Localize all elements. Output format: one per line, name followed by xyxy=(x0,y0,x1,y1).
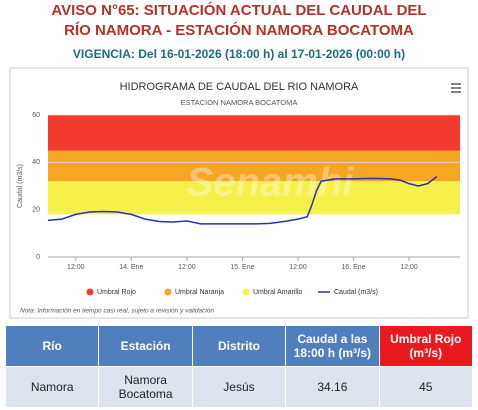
legend-marker xyxy=(242,288,250,296)
x-tick-label: 12:00 xyxy=(67,264,85,271)
bulletin-chart: AVISO N°65: SITUACIÓN ACTUAL DEL CAUDAL … xyxy=(9,1,469,319)
menu-icon[interactable] xyxy=(451,83,461,93)
summary-table: Río Estación Distrito Caudal a las 18:00 h … xyxy=(4,325,474,408)
legend-label: Caudal (m3/s) xyxy=(334,289,378,296)
table-cell: 34.16 xyxy=(285,366,380,408)
data-line xyxy=(47,175,438,225)
table-header: Distrito xyxy=(191,325,287,367)
y-axis-label: Caudal (m3/s) xyxy=(17,164,24,208)
plot: Senamhi xyxy=(47,114,460,258)
threshold-band xyxy=(48,150,460,182)
title: AVISO N°65: SITUACIÓN ACTUAL DEL CAUDAL … xyxy=(51,1,426,19)
table-cell: Jesús xyxy=(191,366,287,408)
y-tick-label: 60 xyxy=(32,112,40,119)
table-header: Umbral Rojo (m³/s) xyxy=(378,325,474,367)
x-tick-label: 12:00 xyxy=(178,264,196,271)
legend-marker xyxy=(86,288,94,296)
x-tick-label: 12:00 xyxy=(400,264,418,271)
table-header: Caudal a las 18:00 h (m³/s) xyxy=(285,325,380,367)
legend-label: Umbral Rojo xyxy=(97,289,136,296)
y-tick-label: 40 xyxy=(32,159,40,166)
threshold-band xyxy=(48,181,460,215)
x-tick-label: 14. Ene xyxy=(119,264,143,271)
chart-title: HIDROGRAMA DE CAUDAL DEL RIO NAMORA xyxy=(120,81,359,93)
x-tick-label: 15. Ene xyxy=(230,264,254,271)
watermark: Senamhi xyxy=(187,161,355,205)
legend-marker xyxy=(164,288,172,296)
chart-subtitle: ESTACION NAMORA BOCATOMA xyxy=(181,98,298,107)
y-tick-label: 20 xyxy=(32,207,40,214)
legend-label: Umbral Naranja xyxy=(175,289,224,296)
validity: VIGENCIA: Del 16-01-2026 (18:00 h) al 17… xyxy=(73,47,405,61)
note: Nota: Información en tiempo casi real, s… xyxy=(20,308,214,315)
title: RÍO NAMORA - ESTACIÓN NAMORA BOCATOMA xyxy=(64,21,414,39)
table-header: Río xyxy=(4,325,100,367)
y-tick-label: 0 xyxy=(36,254,40,261)
x-tick-label: 12:00 xyxy=(289,264,307,271)
legend-label: Umbral Amarillo xyxy=(253,289,303,296)
table-header: Estación xyxy=(98,325,193,367)
threshold-band xyxy=(48,115,460,151)
table-cell: Namora Bocatoma xyxy=(98,366,193,408)
x-tick-label: 16. Ene xyxy=(341,264,365,271)
table-cell: 45 xyxy=(378,366,474,408)
table-cell: Namora xyxy=(4,366,100,408)
